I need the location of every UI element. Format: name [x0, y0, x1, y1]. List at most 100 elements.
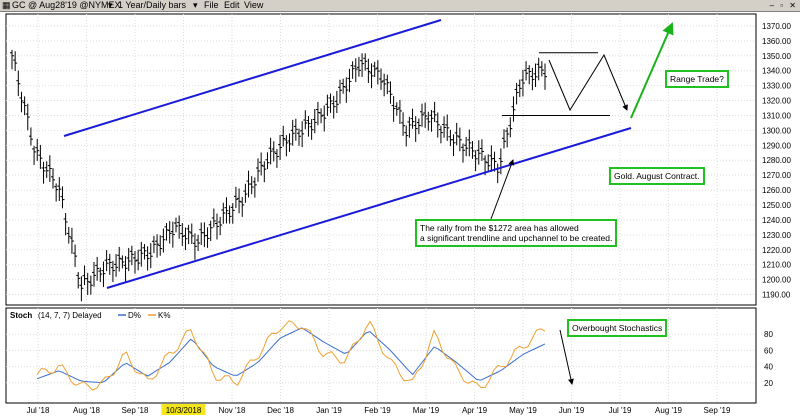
range-label[interactable]: 1 Year/Daily bars — [118, 0, 187, 10]
ohlc-bar — [293, 118, 298, 141]
rally-note: The rally from the $1272 area has allowe… — [415, 219, 618, 247]
ohlc-bar — [502, 129, 506, 149]
ohlc-bar — [379, 68, 383, 90]
date-highlight — [161, 404, 206, 415]
ohlc-bar — [416, 118, 421, 135]
ohlc-bar — [325, 94, 330, 116]
ohlc-bar — [410, 108, 415, 129]
ohlc-bar — [107, 253, 112, 275]
ohlc-bar — [63, 213, 68, 236]
ohlc-bar — [476, 140, 481, 165]
ohlc-bar — [303, 110, 308, 130]
symbol-dropdown-icon[interactable]: ▾ — [108, 0, 113, 10]
ohlc-bar — [420, 103, 424, 127]
ohlc-bar — [527, 65, 532, 85]
stoch-params: (14, 7, 7) Delayed — [38, 311, 102, 320]
menu-file[interactable]: File — [204, 0, 219, 10]
window-controls[interactable]: – ▫ ✕ — [769, 1, 798, 10]
stoch-name: Stoch — [10, 311, 32, 320]
ohlc-bar — [164, 222, 169, 241]
ohlc-bar — [221, 202, 226, 224]
ohlc-bar — [47, 155, 52, 182]
ohlc-bar — [514, 82, 519, 105]
ohlc-bar — [464, 136, 469, 157]
ohlc-bar — [79, 276, 84, 302]
price-y-tick: 1360.00 — [762, 37, 791, 46]
ohlc-bar — [281, 125, 286, 147]
ohlc-bar — [252, 177, 257, 198]
ohlc-bar — [237, 188, 242, 214]
price-y-tick: 1300.00 — [762, 126, 791, 135]
ohlc-bar — [322, 105, 327, 132]
ohlc-bar — [397, 99, 402, 124]
x-tick-label: Jul '18 — [27, 406, 50, 415]
upper-trendline[interactable] — [63, 19, 442, 137]
menu-view[interactable]: View — [244, 0, 264, 10]
x-tick-label: 10/3/2018 — [166, 406, 202, 415]
ohlc-bar — [363, 53, 368, 71]
price-y-tick: 1340.00 — [762, 67, 791, 76]
x-tick-label: Mar '19 — [413, 406, 440, 415]
ohlc-bar — [98, 267, 103, 283]
ohlc-bar — [180, 223, 185, 246]
ohlc-bar — [508, 117, 513, 138]
ohlc-bar — [306, 115, 311, 137]
ohlc-bar — [338, 79, 342, 104]
ohlc-bar — [347, 68, 352, 93]
ohlc-bar — [211, 208, 216, 228]
ohlc-bar — [249, 176, 254, 195]
ohlc-bar — [66, 226, 71, 244]
ohlc-bar — [319, 108, 324, 124]
ohlc-bar — [183, 227, 188, 251]
ohlc-bar — [457, 127, 462, 152]
price-y-tick: 1270.00 — [762, 171, 791, 180]
range-dropdown-icon[interactable]: ▾ — [193, 0, 198, 10]
stoch-down-arrow[interactable] — [559, 329, 574, 385]
ohlc-bar — [259, 152, 264, 176]
ohlc-bar — [28, 127, 33, 146]
ohlc-bar — [426, 111, 431, 131]
ohlc-bar — [32, 145, 37, 165]
breakout-arrow[interactable] — [630, 22, 674, 119]
lower-trendline[interactable] — [106, 127, 632, 289]
x-tick-label: Apr '19 — [462, 406, 488, 415]
ohlc-bar — [262, 161, 267, 183]
price-y-tick: 1200.00 — [762, 276, 791, 285]
ohlc-bar — [445, 114, 450, 141]
price-y-tick: 1350.00 — [762, 52, 791, 61]
x-tick-label: Feb '19 — [364, 406, 391, 415]
ohlc-bar — [230, 203, 235, 224]
x-tick-label: Sep '18 — [122, 406, 149, 415]
ohlc-bar — [60, 186, 65, 209]
ohlc-bar — [350, 61, 355, 79]
price-y-tick: 1260.00 — [762, 186, 791, 195]
ohlc-bar — [467, 129, 472, 157]
ohlc-bar — [227, 205, 232, 224]
menu-edit[interactable]: Edit — [224, 0, 240, 10]
ohlc-bar — [375, 60, 380, 85]
ohlc-bar — [240, 196, 245, 217]
ohlc-bar — [407, 116, 412, 138]
ohlc-bar — [517, 79, 522, 98]
ohlc-bar — [404, 125, 409, 147]
ohlc-bar — [530, 67, 535, 91]
x-tick-label: May '19 — [509, 406, 537, 415]
overbought-note: Overbought Stochastics — [567, 319, 668, 337]
ohlc-bar — [133, 251, 137, 274]
ohlc-bar — [76, 271, 81, 289]
ohlc-bar — [520, 69, 525, 97]
x-tick-label: Jun '19 — [559, 406, 585, 415]
symbol-label[interactable]: GC @ Aug28'19 @NYMEX — [12, 0, 121, 10]
price-y-tick: 1330.00 — [762, 82, 791, 91]
ohlc-bar — [110, 260, 115, 282]
ohlc-bar — [287, 133, 292, 152]
x-tick-label: Jan '19 — [316, 406, 342, 415]
rally-note-line2: a significant trendline and upchannel to… — [420, 233, 613, 243]
rally-pointer-arrow[interactable] — [490, 159, 515, 220]
ohlc-bar — [126, 247, 131, 272]
ohlc-bar — [196, 234, 201, 251]
ohlc-bar — [369, 63, 374, 89]
ohlc-bar — [170, 221, 175, 248]
range-zigzag-arrow[interactable] — [548, 53, 628, 112]
ohlc-bar — [442, 116, 447, 138]
